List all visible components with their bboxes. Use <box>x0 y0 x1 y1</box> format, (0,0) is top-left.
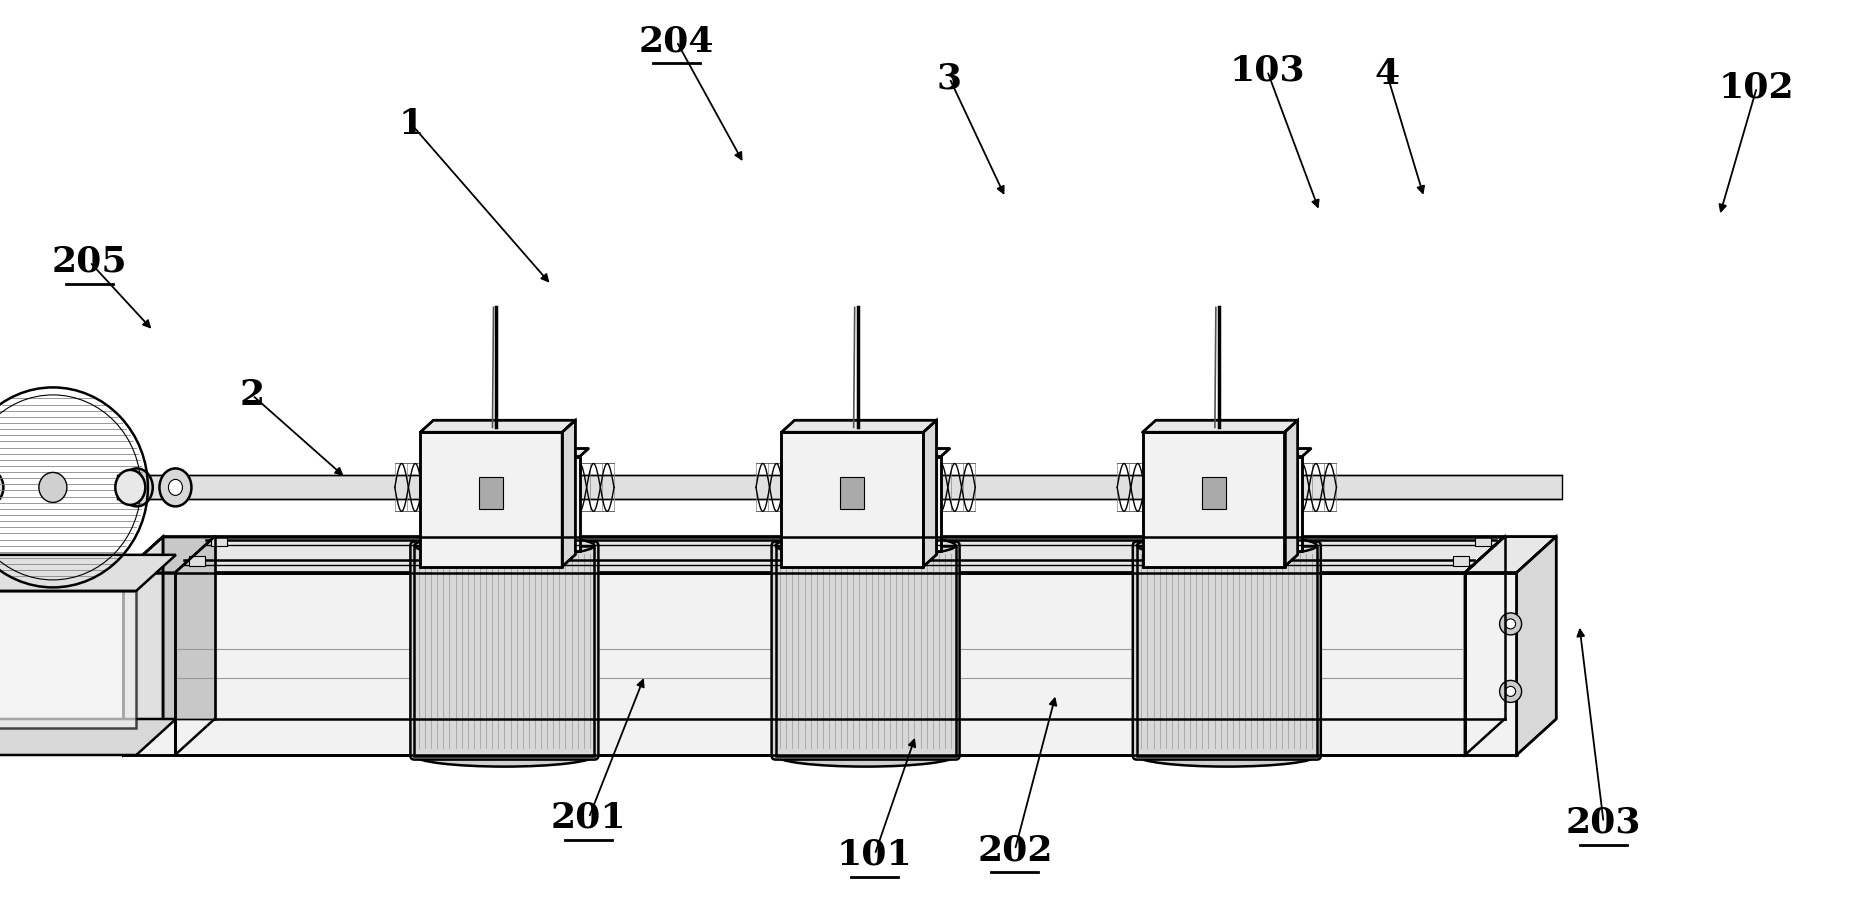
Polygon shape <box>163 537 215 719</box>
Ellipse shape <box>1499 613 1521 635</box>
Polygon shape <box>781 420 936 432</box>
Ellipse shape <box>1499 680 1521 702</box>
Ellipse shape <box>39 472 67 503</box>
Polygon shape <box>1142 420 1297 432</box>
Ellipse shape <box>0 470 4 505</box>
Text: 4: 4 <box>1374 57 1400 90</box>
Ellipse shape <box>1136 744 1318 766</box>
Polygon shape <box>449 510 566 515</box>
Ellipse shape <box>1136 535 1318 557</box>
Text: 103: 103 <box>1230 54 1305 87</box>
Polygon shape <box>1465 573 1516 755</box>
Ellipse shape <box>493 674 516 686</box>
Text: 102: 102 <box>1719 71 1794 104</box>
Ellipse shape <box>1506 618 1516 629</box>
Polygon shape <box>123 537 163 755</box>
Text: 101: 101 <box>837 838 912 871</box>
Text: 202: 202 <box>977 834 1052 867</box>
FancyBboxPatch shape <box>189 556 206 566</box>
Text: 1: 1 <box>398 108 424 141</box>
Polygon shape <box>176 719 1505 755</box>
Polygon shape <box>809 510 927 515</box>
Ellipse shape <box>121 469 153 506</box>
FancyBboxPatch shape <box>411 541 598 760</box>
Ellipse shape <box>159 469 191 506</box>
Text: 204: 204 <box>639 25 714 58</box>
FancyBboxPatch shape <box>211 536 226 546</box>
Polygon shape <box>781 432 923 567</box>
Polygon shape <box>923 420 936 567</box>
Polygon shape <box>1465 537 1557 573</box>
Ellipse shape <box>415 744 594 766</box>
Polygon shape <box>123 573 176 755</box>
Polygon shape <box>176 573 1465 755</box>
Text: 203: 203 <box>1566 806 1641 839</box>
FancyBboxPatch shape <box>1475 536 1491 546</box>
Polygon shape <box>215 537 1505 719</box>
Text: 201: 201 <box>551 801 626 834</box>
Polygon shape <box>0 555 176 591</box>
FancyBboxPatch shape <box>1133 541 1321 760</box>
Text: 205: 205 <box>52 245 127 278</box>
Polygon shape <box>563 420 576 567</box>
Polygon shape <box>800 457 940 550</box>
Polygon shape <box>421 432 563 567</box>
Polygon shape <box>1161 457 1303 550</box>
Polygon shape <box>1142 432 1284 567</box>
FancyBboxPatch shape <box>772 541 959 760</box>
FancyBboxPatch shape <box>1202 477 1226 509</box>
Ellipse shape <box>168 480 183 495</box>
Polygon shape <box>1284 420 1297 567</box>
Polygon shape <box>1170 510 1288 515</box>
Polygon shape <box>1465 537 1505 755</box>
Polygon shape <box>437 448 589 457</box>
Ellipse shape <box>129 480 144 495</box>
Polygon shape <box>0 591 136 728</box>
Polygon shape <box>421 420 576 432</box>
Polygon shape <box>118 475 1562 499</box>
FancyBboxPatch shape <box>478 477 503 509</box>
Polygon shape <box>437 457 579 550</box>
Ellipse shape <box>854 674 877 686</box>
Polygon shape <box>176 537 1505 573</box>
Text: 2: 2 <box>239 379 265 412</box>
Ellipse shape <box>1217 674 1237 686</box>
Polygon shape <box>1161 448 1310 457</box>
FancyBboxPatch shape <box>841 477 863 509</box>
Polygon shape <box>1516 537 1557 755</box>
FancyBboxPatch shape <box>1452 556 1469 566</box>
Polygon shape <box>123 537 215 573</box>
Polygon shape <box>0 719 176 755</box>
Polygon shape <box>800 448 949 457</box>
Text: 3: 3 <box>936 62 963 95</box>
Ellipse shape <box>776 744 955 766</box>
Ellipse shape <box>415 535 594 557</box>
Ellipse shape <box>776 535 955 557</box>
Ellipse shape <box>116 470 146 505</box>
Ellipse shape <box>1506 686 1516 697</box>
